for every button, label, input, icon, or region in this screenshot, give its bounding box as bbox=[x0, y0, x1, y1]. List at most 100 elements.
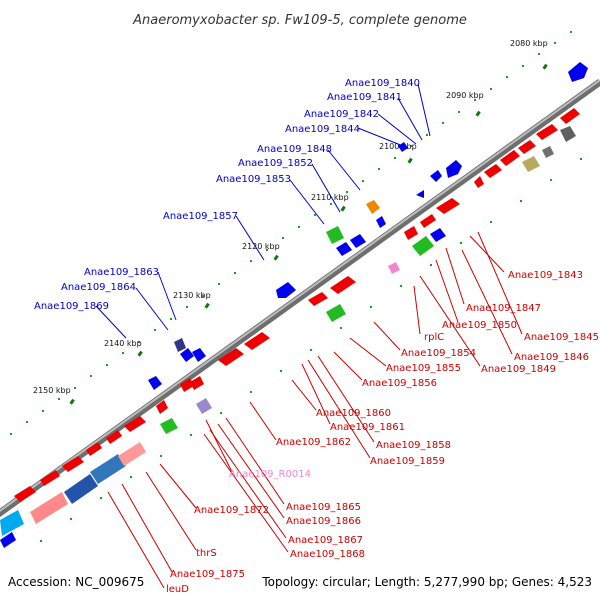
gene-label[interactable]: Anae109_1844 bbox=[285, 124, 360, 135]
feature-reverse[interactable] bbox=[542, 146, 554, 158]
feature-reverse[interactable] bbox=[124, 416, 146, 432]
feature-reverse[interactable] bbox=[420, 214, 436, 228]
gene-label[interactable]: Anae109_1852 bbox=[238, 158, 313, 169]
feature-reverse[interactable] bbox=[106, 430, 122, 444]
kbp-label-2120: 2120 kbp bbox=[242, 242, 280, 251]
feature-reverse[interactable] bbox=[430, 228, 446, 242]
feature-forward[interactable] bbox=[350, 234, 366, 248]
gene-label[interactable]: Anae109_1872 bbox=[194, 505, 269, 516]
reverse-strand-features bbox=[14, 108, 580, 502]
genome-backbone-highlight bbox=[0, 79, 600, 513]
gene-label[interactable]: Anae109_1865 bbox=[286, 502, 361, 513]
gene-label[interactable]: Anae109_1856 bbox=[362, 378, 437, 389]
forward-strand-features bbox=[148, 62, 588, 390]
gene-label[interactable]: Anae109_1861 bbox=[330, 422, 405, 433]
feature-reverse[interactable] bbox=[86, 442, 102, 456]
gene-label[interactable]: Anae109_R0014 bbox=[229, 469, 311, 480]
feature-reverse[interactable] bbox=[500, 150, 520, 166]
feature-forward[interactable] bbox=[180, 348, 194, 362]
gene-label[interactable]: Anae109_1869 bbox=[34, 301, 109, 312]
feature-forward[interactable] bbox=[446, 160, 462, 178]
scale-track-lower bbox=[40, 158, 582, 542]
feature-orange[interactable] bbox=[366, 200, 380, 214]
feature-forward[interactable] bbox=[276, 282, 296, 298]
gene-label[interactable]: Anae109_1842 bbox=[304, 109, 379, 120]
feature-reverse[interactable] bbox=[30, 492, 68, 524]
feature-forward[interactable] bbox=[192, 348, 206, 362]
feature-green[interactable] bbox=[326, 226, 344, 244]
feature-forward[interactable] bbox=[174, 338, 186, 352]
feature-reverse[interactable] bbox=[330, 276, 356, 294]
gene-label[interactable]: Anae109_1862 bbox=[276, 437, 351, 448]
feature-reverse[interactable] bbox=[218, 348, 244, 366]
gene-label[interactable]: Anae109_1866 bbox=[286, 516, 361, 527]
gene-label[interactable]: Anae109_1847 bbox=[466, 303, 541, 314]
feature-forward[interactable] bbox=[336, 242, 352, 256]
gene-label[interactable]: Anae109_1858 bbox=[376, 440, 451, 451]
feature-forward[interactable] bbox=[148, 376, 162, 390]
feature-reverse[interactable] bbox=[244, 332, 270, 350]
gene-label[interactable]: Anae109_1854 bbox=[401, 348, 476, 359]
feature-reverse[interactable] bbox=[484, 164, 502, 178]
feature-reverse[interactable] bbox=[0, 510, 24, 536]
feature-forward[interactable] bbox=[568, 62, 588, 82]
feature-reverse[interactable] bbox=[388, 262, 400, 274]
gene-label[interactable]: Anae109_1857 bbox=[163, 211, 238, 222]
feature-reverse[interactable] bbox=[412, 236, 434, 256]
kbp-label-2110: 2110 kbp bbox=[311, 193, 349, 202]
feature-reverse[interactable] bbox=[196, 398, 212, 414]
gene-label[interactable]: Anae109_1864 bbox=[61, 282, 136, 293]
feature-reverse[interactable] bbox=[118, 442, 146, 466]
feature-reverse[interactable] bbox=[560, 108, 580, 124]
feature-reverse[interactable] bbox=[326, 304, 346, 322]
feature-reverse[interactable] bbox=[0, 532, 16, 548]
gene-label[interactable]: Anae109_1853 bbox=[216, 174, 291, 185]
gene-label[interactable]: Anae109_1840 bbox=[345, 78, 420, 89]
kbp-label-2100: 2100 kbp bbox=[379, 142, 417, 151]
kbp-label-2150: 2150 kbp bbox=[33, 386, 71, 395]
feature-reverse[interactable] bbox=[64, 474, 98, 504]
gene-label[interactable]: leuD bbox=[166, 584, 189, 595]
feature-reverse[interactable] bbox=[190, 376, 204, 390]
gene-label[interactable]: rplC bbox=[424, 332, 444, 343]
gene-label[interactable]: Anae109_1875 bbox=[170, 569, 245, 580]
gene-label[interactable]: Anae109_1841 bbox=[327, 92, 402, 103]
feature-forward[interactable] bbox=[376, 216, 386, 228]
feature-reverse[interactable] bbox=[180, 378, 194, 392]
map-title: Anaeromyxobacter sp. Fw109-5, complete g… bbox=[132, 13, 467, 28]
gene-label[interactable]: Anae109_1849 bbox=[481, 364, 556, 375]
feature-forward[interactable] bbox=[416, 190, 424, 198]
feature-reverse[interactable] bbox=[474, 176, 484, 188]
gene-label[interactable]: Anae109_1848 bbox=[257, 144, 332, 155]
feature-reverse[interactable] bbox=[536, 124, 558, 140]
feature-reverse[interactable] bbox=[90, 454, 126, 484]
feature-reverse[interactable] bbox=[560, 126, 576, 142]
gene-label[interactable]: thrS bbox=[196, 548, 217, 559]
feature-reverse[interactable] bbox=[308, 292, 328, 306]
lower-leader-lines bbox=[107, 231, 523, 589]
gene-label[interactable]: Anae109_1863 bbox=[84, 267, 159, 278]
feature-reverse[interactable] bbox=[522, 156, 540, 172]
kbp-label-2140: 2140 kbp bbox=[104, 339, 142, 348]
feature-reverse[interactable] bbox=[160, 418, 178, 434]
kbp-label-2080: 2080 kbp bbox=[510, 39, 548, 48]
gene-label[interactable]: Anae109_1860 bbox=[316, 408, 391, 419]
feature-reverse[interactable] bbox=[14, 486, 36, 502]
gene-label[interactable]: Anae109_1846 bbox=[514, 352, 589, 363]
gene-label[interactable]: Anae109_1843 bbox=[508, 270, 583, 281]
reverse-strand-other bbox=[0, 126, 576, 548]
feature-reverse[interactable] bbox=[404, 226, 418, 240]
feature-reverse[interactable] bbox=[40, 470, 60, 486]
gene-label[interactable]: Anae109_1845 bbox=[524, 332, 599, 343]
feature-reverse[interactable] bbox=[156, 400, 168, 414]
gene-label[interactable]: Anae109_1855 bbox=[386, 363, 461, 374]
feature-forward[interactable] bbox=[430, 170, 442, 182]
feature-reverse[interactable] bbox=[518, 140, 536, 154]
feature-reverse[interactable] bbox=[62, 456, 84, 472]
gene-label[interactable]: Anae109_1867 bbox=[288, 535, 363, 546]
feature-reverse[interactable] bbox=[436, 198, 460, 214]
gene-label[interactable]: Anae109_1868 bbox=[290, 549, 365, 560]
gene-label[interactable]: Anae109_1859 bbox=[370, 456, 445, 467]
scale-track-upper bbox=[10, 31, 572, 435]
gene-label[interactable]: Anae109_1850 bbox=[442, 320, 517, 331]
